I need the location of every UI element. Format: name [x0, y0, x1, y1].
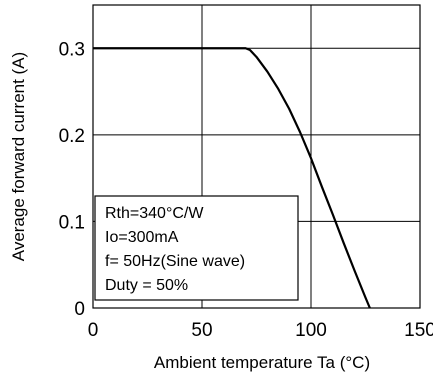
- annotation-line: Rth=340°C/W: [105, 205, 204, 222]
- series-group: [93, 47, 371, 309]
- y-tick-label: 0.1: [59, 212, 85, 233]
- plot-frame: [92, 4, 421, 309]
- y-tick-label: 0: [74, 299, 85, 320]
- x-tick-label: 100: [295, 320, 327, 341]
- series-line: [93, 47, 371, 309]
- annotation-box: Rth=340°C/W Io=300mA f= 50Hz(Sine wave) …: [94, 195, 299, 301]
- y-tick-labels: 0 0.1 0.2 0.3: [59, 39, 85, 320]
- y-axis-label: Average forward current (A): [9, 52, 28, 261]
- x-tick-label: 50: [191, 320, 212, 341]
- y-tick-label: 0.2: [59, 126, 85, 147]
- x-tick-label: 150: [404, 320, 433, 341]
- y-tick-label: 0.3: [59, 39, 85, 60]
- annotation-line: f= 50Hz(Sine wave): [105, 253, 245, 270]
- annotation-box-border: [94, 195, 299, 301]
- annotation-line: Duty = 50%: [105, 277, 188, 294]
- annotation-line: Io=300mA: [105, 229, 179, 246]
- x-axis-label: Ambient temperature Ta (°C): [154, 353, 370, 372]
- x-tick-labels: 0 50 100 150: [88, 320, 433, 341]
- x-tick-label: 0: [88, 320, 99, 341]
